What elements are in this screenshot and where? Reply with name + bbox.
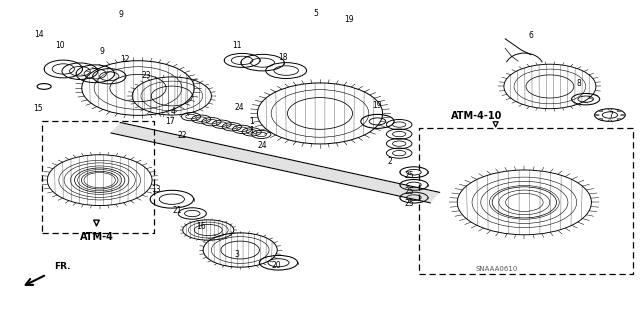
Text: 18: 18	[278, 53, 288, 62]
Text: 9: 9	[118, 11, 123, 19]
Text: 25: 25	[404, 199, 414, 208]
Text: 1: 1	[250, 126, 254, 135]
Text: 8: 8	[576, 79, 581, 88]
Text: 20: 20	[272, 261, 282, 271]
Text: ATM-4-10: ATM-4-10	[451, 111, 502, 121]
Ellipse shape	[608, 108, 612, 110]
Text: 11: 11	[232, 41, 242, 50]
Text: 25: 25	[404, 187, 414, 196]
Text: 19: 19	[344, 15, 353, 24]
Text: 21: 21	[172, 206, 182, 215]
Text: 25: 25	[404, 171, 414, 180]
Text: 4: 4	[171, 108, 175, 116]
Ellipse shape	[621, 114, 625, 116]
Text: 14: 14	[34, 30, 44, 39]
Text: SNAAA0610: SNAAA0610	[476, 266, 518, 272]
Ellipse shape	[599, 118, 603, 120]
Text: 5: 5	[313, 9, 318, 18]
Text: 3: 3	[234, 250, 239, 259]
Ellipse shape	[617, 110, 621, 112]
Text: 16: 16	[196, 222, 205, 231]
Ellipse shape	[599, 110, 603, 112]
Text: 24: 24	[258, 141, 268, 150]
Text: 13: 13	[151, 185, 161, 194]
Text: 22: 22	[178, 131, 188, 140]
Text: 6: 6	[528, 31, 533, 40]
Text: 9: 9	[99, 47, 104, 56]
Text: 17: 17	[165, 117, 175, 126]
Ellipse shape	[617, 118, 621, 120]
Text: 24: 24	[234, 103, 244, 112]
Text: 23: 23	[141, 71, 151, 80]
Text: 19: 19	[372, 101, 382, 110]
Text: 15: 15	[33, 104, 43, 113]
Text: FR.: FR.	[54, 262, 70, 271]
Ellipse shape	[608, 120, 612, 122]
Text: 10: 10	[55, 41, 65, 50]
Text: 1: 1	[250, 117, 254, 126]
Text: 2: 2	[388, 157, 392, 166]
Ellipse shape	[595, 114, 599, 116]
Text: 12: 12	[120, 55, 130, 64]
Text: 7: 7	[608, 111, 613, 120]
Text: ATM-4: ATM-4	[79, 232, 113, 242]
